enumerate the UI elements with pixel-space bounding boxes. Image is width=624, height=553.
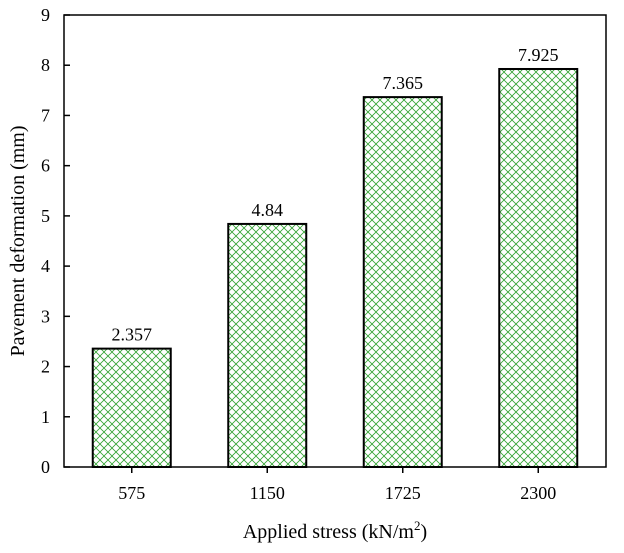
bar-1725 [362,96,443,468]
x-tick-label-575: 575 [118,483,145,503]
x-tick-label-2300: 2300 [520,483,556,503]
y-tick-label-4: 4 [41,256,50,276]
plot-area-frame [63,14,607,468]
y-tick-label-3: 3 [41,306,50,326]
y-tick-label-6: 6 [41,156,50,176]
x-axis-label: Applied stress (kN/m2) [243,518,427,543]
data-label-1150: 4.84 [252,200,284,220]
x-axis-label-superscript: 2 [414,518,421,533]
y-tick-label-0: 0 [41,457,50,477]
data-label-1725: 7.365 [383,73,424,93]
x-axis-ticks: 575 1150 1725 2300 [118,467,556,503]
bar-575 [91,347,172,468]
x-axis-label-suffix: ) [420,521,427,543]
data-label-2300: 7.925 [518,45,559,65]
y-tick-label-5: 5 [41,206,50,226]
y-tick-label-8: 8 [41,55,50,75]
y-tick-label-1: 1 [41,407,50,427]
data-labels-group: 2.357 4.84 7.365 7.925 [112,45,559,345]
y-tick-label-2: 2 [41,357,50,377]
y-tick-label-9: 9 [41,5,50,25]
y-axis-ticks: 0 1 2 3 4 5 6 7 8 9 [41,5,70,477]
x-tick-label-1725: 1725 [385,483,421,503]
bars-group [91,67,579,468]
y-tick-label-7: 7 [41,105,50,125]
data-label-575: 2.357 [112,325,153,345]
y-axis-label: Pavement deformation (mm) [7,125,29,356]
bar-2300 [498,67,579,468]
x-tick-label-1150: 1150 [250,483,285,503]
bar-1150 [227,222,308,468]
x-axis-label-main: Applied stress (kN/m [243,521,415,543]
